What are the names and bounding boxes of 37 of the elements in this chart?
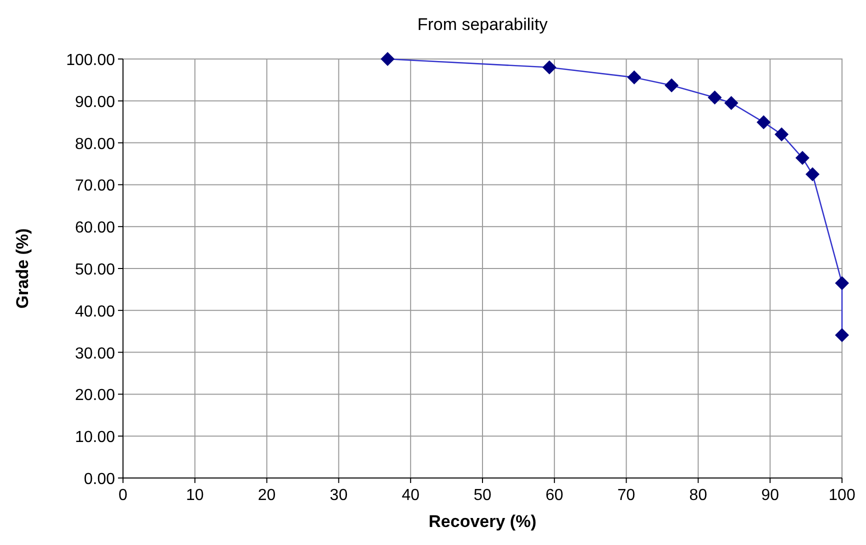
point [627, 70, 642, 84]
y-tick-label: 40.00 [74, 303, 116, 320]
point [756, 115, 771, 130]
x-tick-label: 90 [761, 487, 780, 504]
y-tick-label: 0.00 [84, 471, 116, 488]
chart-title: From separability [417, 15, 548, 34]
point [835, 276, 849, 290]
point [835, 328, 849, 342]
point [664, 78, 679, 92]
x-tick-label: 10 [186, 487, 204, 504]
x-tick-label: 20 [258, 487, 276, 504]
x-tick-label: 40 [402, 487, 420, 504]
y-tick-label: 60.00 [74, 220, 116, 237]
x-tick-label: 70 [617, 487, 636, 504]
y-axis-title: Grade (%) [13, 228, 32, 309]
point [542, 60, 556, 74]
x-tick-label: 50 [474, 487, 492, 504]
point [380, 52, 395, 66]
y-tick-label: 10.00 [74, 429, 116, 446]
x-tick-label: 60 [546, 487, 564, 504]
x-tick-label: 30 [330, 487, 348, 504]
x-tick-label: 80 [689, 487, 708, 504]
y-tick-label: 30.00 [74, 345, 116, 362]
point [724, 96, 738, 110]
y-tick-label: 90.00 [74, 94, 116, 111]
y-tick-label: 20.00 [74, 387, 116, 404]
x-tick-label: 100 [828, 487, 856, 504]
y-tick-label: 100.00 [66, 52, 116, 69]
y-tick-label: 80.00 [74, 136, 116, 153]
point [806, 167, 820, 182]
x-tick-label: 0 [118, 487, 128, 504]
point [774, 127, 789, 142]
point [795, 150, 810, 165]
x-axis-title: Recovery (%) [428, 512, 536, 531]
point [708, 90, 722, 105]
y-tick-label: 50.00 [74, 262, 116, 278]
y-tick-label: 70.00 [74, 178, 116, 195]
